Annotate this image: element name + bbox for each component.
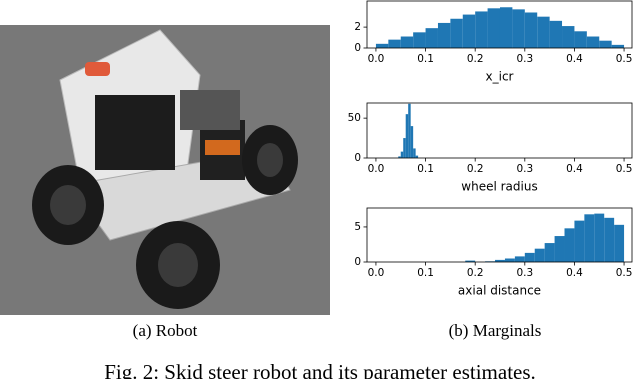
x-axis-label: axial distance bbox=[458, 284, 541, 298]
bar bbox=[514, 256, 525, 262]
x-tick-label: 0.0 bbox=[368, 163, 385, 175]
x-tick-label: 0.0 bbox=[368, 53, 385, 65]
x-tick-label: 0.2 bbox=[467, 163, 484, 175]
bar bbox=[504, 258, 515, 262]
bar bbox=[487, 8, 500, 48]
x-tick-label: 0.4 bbox=[566, 267, 583, 279]
bar bbox=[398, 156, 401, 158]
x-tick-label: 0.3 bbox=[516, 163, 533, 175]
bar bbox=[403, 138, 406, 158]
robot-photo bbox=[0, 25, 330, 315]
bar bbox=[554, 236, 565, 262]
bar bbox=[450, 18, 463, 48]
x-tick-label: 0.1 bbox=[417, 53, 434, 65]
x-tick-label: 0.2 bbox=[467, 267, 484, 279]
axes-frame bbox=[366, 0, 633, 49]
x-tick-label: 0.2 bbox=[467, 53, 484, 65]
bar bbox=[537, 16, 550, 48]
bar bbox=[375, 43, 389, 48]
y-tick-label: 50 bbox=[348, 112, 361, 124]
bar bbox=[574, 31, 587, 48]
x-tick-label: 0.1 bbox=[417, 267, 434, 279]
bar bbox=[462, 14, 476, 48]
subcaption: (b) Marginals bbox=[449, 321, 542, 340]
bar bbox=[586, 36, 600, 48]
axes-frame bbox=[366, 102, 633, 159]
bar bbox=[499, 7, 513, 48]
bar bbox=[388, 39, 401, 48]
bar bbox=[562, 26, 575, 48]
x-axis-label: x_icr bbox=[486, 70, 514, 84]
bar bbox=[425, 28, 438, 48]
bar bbox=[544, 243, 555, 262]
bar bbox=[495, 259, 505, 262]
bar bbox=[524, 252, 535, 262]
x-axis-label: wheel radius bbox=[461, 180, 537, 194]
subcaption: (a) Robot bbox=[133, 321, 198, 340]
bar bbox=[415, 155, 419, 158]
bar bbox=[534, 248, 545, 262]
y-tick-label: 0 bbox=[354, 42, 361, 54]
bar bbox=[410, 126, 414, 158]
x-tick-label: 0.3 bbox=[516, 53, 533, 65]
bar bbox=[475, 11, 488, 49]
bar bbox=[408, 103, 411, 158]
y-tick-label: 2 bbox=[354, 21, 361, 33]
x-tick-label: 0.5 bbox=[616, 267, 633, 279]
bar bbox=[594, 213, 605, 262]
y-tick-label: 5 bbox=[354, 221, 361, 233]
bar bbox=[413, 148, 416, 158]
bar bbox=[405, 114, 409, 158]
bar bbox=[584, 214, 595, 262]
x-tick-label: 0.1 bbox=[417, 163, 434, 175]
bar bbox=[400, 36, 414, 48]
x-tick-label: 0.4 bbox=[566, 163, 583, 175]
bar bbox=[611, 44, 625, 48]
bar bbox=[549, 20, 563, 48]
x-tick-label: 0.3 bbox=[516, 267, 533, 279]
x-tick-label: 0.5 bbox=[616, 163, 633, 175]
figure-caption: Fig. 2: Skid steer robot and its paramet… bbox=[104, 360, 536, 379]
bar bbox=[400, 151, 404, 158]
bar bbox=[599, 40, 612, 48]
bar bbox=[465, 260, 476, 262]
x-tick-label: 0.5 bbox=[616, 53, 633, 65]
y-tick-label: 0 bbox=[354, 152, 361, 164]
bar bbox=[564, 228, 575, 262]
x-tick-label: 0.0 bbox=[368, 267, 385, 279]
bar bbox=[437, 22, 451, 48]
bar bbox=[574, 220, 585, 262]
bar bbox=[524, 12, 538, 49]
bar bbox=[413, 32, 426, 48]
bar bbox=[604, 217, 615, 262]
axes-frame bbox=[366, 207, 633, 263]
bar bbox=[512, 9, 525, 48]
bar bbox=[614, 224, 625, 262]
x-tick-label: 0.4 bbox=[566, 53, 583, 65]
y-tick-label: 0 bbox=[354, 256, 361, 268]
